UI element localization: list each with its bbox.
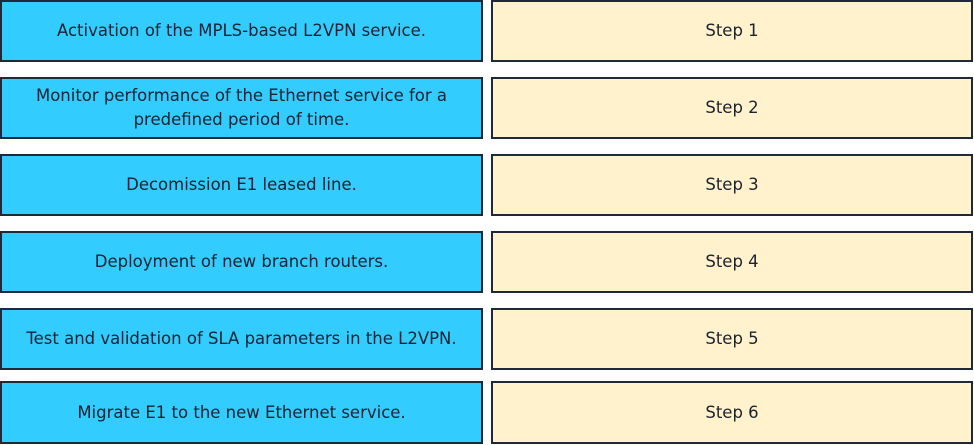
step-label: Step 4	[705, 252, 759, 271]
task-label: Deployment of new branch routers.	[94, 252, 389, 271]
task-item[interactable]: Test and validation of SLA parameters in…	[0, 308, 483, 370]
step-target[interactable]: Step 2	[491, 77, 973, 139]
step-target[interactable]: Step 6	[491, 381, 973, 444]
task-label: Decomission E1 leased line.	[126, 175, 357, 194]
step-target[interactable]: Step 5	[491, 308, 973, 370]
task-item[interactable]: Deployment of new branch routers.	[0, 231, 483, 293]
step-label: Step 3	[705, 175, 759, 194]
step-label: Step 6	[705, 402, 759, 422]
step-label: Step 2	[705, 98, 759, 117]
task-label: Test and validation of SLA parameters in…	[26, 329, 457, 348]
step-label: Step 1	[705, 21, 759, 40]
task-item[interactable]: Monitor performance of the Ethernet serv…	[0, 77, 483, 139]
task-item[interactable]: Activation of the MPLS-based L2VPN servi…	[0, 0, 483, 62]
step-target[interactable]: Step 3	[491, 154, 973, 216]
task-label: Activation of the MPLS-based L2VPN servi…	[56, 21, 427, 40]
step-target[interactable]: Step 1	[491, 0, 973, 62]
step-target[interactable]: Step 4	[491, 231, 973, 293]
task-label: Monitor performance of the Ethernet serv…	[35, 86, 448, 129]
task-label: Migrate E1 to the new Ethernet service.	[77, 402, 406, 422]
task-item[interactable]: Decomission E1 leased line.	[0, 154, 483, 216]
task-item[interactable]: Migrate E1 to the new Ethernet service.	[0, 381, 483, 444]
step-label: Step 5	[705, 329, 759, 348]
